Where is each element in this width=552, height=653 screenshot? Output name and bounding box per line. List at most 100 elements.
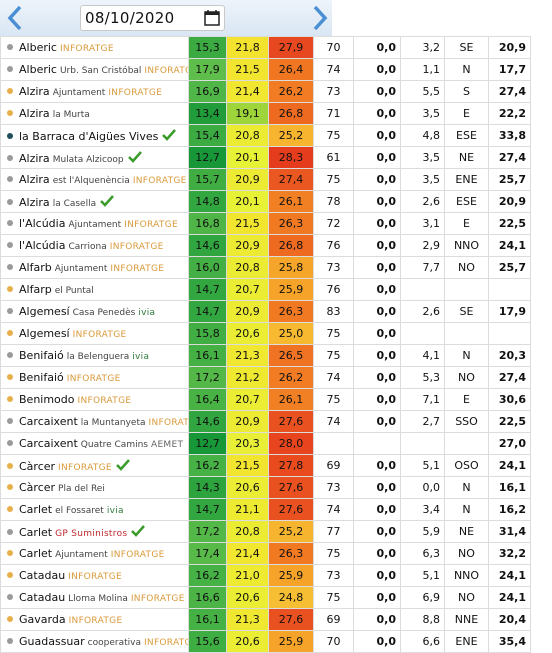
cell-value: 16,1 (195, 349, 220, 362)
station-source: ivia (138, 308, 156, 318)
station-name: Càrcer (19, 481, 56, 494)
value-cell: 7,1 (400, 388, 445, 411)
cell-value: 16,4 (195, 393, 220, 406)
value-cell: 16,4 (188, 388, 227, 411)
value-cell: OSO (444, 454, 489, 477)
cell-value: 22,2 (498, 107, 526, 120)
cell-value: 5,9 (422, 525, 441, 538)
cell-value: 76 (326, 283, 341, 296)
station-row: Algemesí INFORATGE 15,8 20,6 25,0 75 0,0 (0, 322, 531, 345)
calendar-icon[interactable] (204, 10, 220, 26)
cell-value: 0,0 (422, 481, 441, 494)
cell-value: E (463, 107, 470, 120)
cell-value: 74 (326, 503, 341, 516)
cell-value: 26,3 (278, 305, 304, 318)
value-cell: 70 (313, 630, 354, 653)
value-cell: 0,0 (353, 234, 401, 257)
station-name: Benifaió (19, 349, 64, 362)
value-cell: 17,2 (188, 520, 227, 543)
value-cell: 32,2 (488, 542, 531, 565)
value-cell: ENE (444, 630, 489, 653)
value-cell: 27,4 (268, 168, 314, 191)
cell-value: 20,6 (235, 481, 260, 494)
cell-value: 20,7 (235, 283, 260, 296)
cell-value: E (463, 393, 470, 406)
station-row: Alfarb Ajuntament INFORATGE 16,0 20,8 25,8 73 0… (0, 256, 531, 279)
value-cell: 27,4 (488, 366, 531, 389)
value-cell: 6,6 (400, 630, 445, 653)
cell-value: NE (458, 151, 475, 164)
value-cell: 20,1 (226, 146, 269, 169)
value-cell: 0,0 (353, 36, 401, 59)
status-dot (7, 418, 13, 424)
prev-day[interactable] (5, 3, 25, 33)
value-cell: 0,0 (353, 212, 401, 235)
station-name: Carcaixent (19, 415, 78, 428)
cell-value: 26,2 (278, 85, 304, 98)
value-cell: 27,9 (268, 36, 314, 59)
value-cell: 15,4 (188, 124, 227, 147)
value-cell: 26,1 (268, 388, 314, 411)
value-cell: 75 (313, 542, 354, 565)
station-cell: Gavarda INFORATGE (0, 608, 189, 631)
value-cell: 75 (313, 586, 354, 609)
weather-table: Alberic INFORATGE 15,3 21,8 27,9 70 0,0 3,2 SE 20… (0, 36, 531, 653)
value-cell: 26,5 (268, 344, 314, 367)
value-cell: 26,2 (268, 80, 314, 103)
value-cell: 70 (313, 36, 354, 59)
cell-value: SSO (455, 415, 478, 428)
cell-value: NO (458, 261, 475, 274)
value-cell: 0,0 (353, 168, 401, 191)
cell-value: 27,4 (498, 151, 526, 164)
value-cell: 5,1 (400, 454, 445, 477)
value-cell: E (444, 102, 489, 125)
value-cell: S (444, 80, 489, 103)
value-cell: 20,1 (226, 190, 269, 213)
cell-value: 27,8 (278, 459, 304, 472)
value-cell (400, 432, 445, 455)
cell-value: 21,3 (235, 613, 260, 626)
cell-value: 25,7 (498, 173, 526, 186)
value-cell: 14,7 (188, 498, 227, 521)
cell-value: 21,3 (235, 349, 260, 362)
cell-value: 0,0 (376, 481, 397, 494)
cell-value: 6,6 (422, 635, 441, 648)
cell-value: 5,5 (422, 85, 441, 98)
value-cell: 25,7 (488, 168, 531, 191)
next-day[interactable] (310, 3, 330, 33)
value-cell: 16,6 (188, 586, 227, 609)
station-cell: Alfarb Ajuntament INFORATGE (0, 256, 189, 279)
cell-value: 3,5 (422, 107, 441, 120)
value-cell: 16,0 (188, 256, 227, 279)
cell-value: 16,2 (195, 459, 220, 472)
value-cell: 2,9 (400, 234, 445, 257)
value-cell: 33,8 (488, 124, 531, 147)
cell-value: ESE (456, 195, 477, 208)
station-cell: Alzira Mulata Alzicoop (0, 146, 189, 169)
status-dot (7, 352, 13, 358)
cell-value: N (462, 481, 471, 494)
cell-value: 16,6 (195, 591, 220, 604)
value-cell: 21,5 (226, 212, 269, 235)
cell-value: 14,8 (195, 195, 220, 208)
cell-value: 24,8 (278, 591, 304, 604)
date-input[interactable]: 08/10/2020 (80, 5, 225, 31)
cell-value: 17,9 (498, 305, 526, 318)
cell-value: 26,1 (278, 195, 304, 208)
station-source: ivia (132, 352, 150, 362)
station-name: Alfarb (19, 261, 52, 274)
value-cell: 3,4 (400, 498, 445, 521)
status-dot (7, 550, 13, 556)
station-source: INFORATGE (124, 220, 178, 230)
station-cell: Catadau Lloma Molina INFORATGE (0, 586, 189, 609)
value-cell: 20,4 (488, 608, 531, 631)
value-cell: 21,3 (226, 608, 269, 631)
cell-value: 0,0 (376, 635, 397, 648)
cell-value: 24,1 (498, 591, 526, 604)
value-cell (444, 432, 489, 455)
value-cell: 0,0 (353, 80, 401, 103)
value-cell: 26,2 (268, 366, 314, 389)
station-row: Algemesí Casa Penedès ivia 14,7 20,9 26,3 83 0,… (0, 300, 531, 323)
cell-value: 0,0 (376, 239, 397, 252)
value-cell: 17,7 (488, 58, 531, 81)
